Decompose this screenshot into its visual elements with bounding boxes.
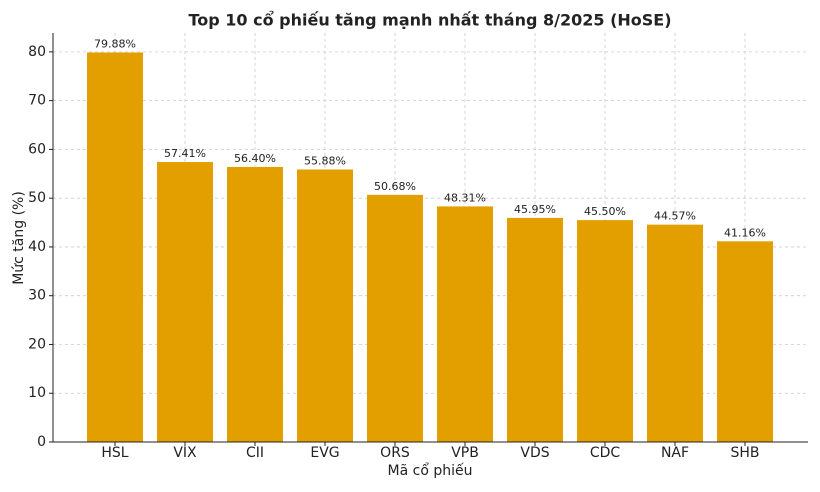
bar: [87, 52, 143, 442]
value-label: 55.88%: [304, 154, 346, 167]
y-tick-label: 70: [28, 93, 46, 109]
y-tick-label: 80: [28, 44, 46, 60]
y-tick-label: 20: [28, 336, 46, 352]
y-tick-label: 50: [28, 190, 46, 206]
value-label: 48.31%: [444, 191, 486, 204]
bar: [437, 206, 493, 442]
x-tick-label: VPB: [451, 445, 479, 461]
value-label: 50.68%: [374, 180, 416, 193]
x-axis-label: Mã cổ phiếu: [388, 462, 473, 479]
x-tick-label: VIX: [173, 445, 197, 461]
value-label: 44.57%: [654, 210, 696, 223]
value-label: 45.50%: [584, 205, 626, 218]
y-tick-label: 40: [28, 239, 46, 255]
bar: [717, 241, 773, 442]
value-label: 79.88%: [94, 37, 136, 50]
x-tick-label: EVG: [310, 445, 339, 461]
bar: [507, 217, 563, 442]
y-tick-label: 30: [28, 288, 46, 304]
chart-title: Top 10 cổ phiếu tăng mạnh nhất tháng 8/2…: [188, 11, 671, 30]
value-label: 56.40%: [234, 152, 276, 165]
y-axis-label: Mức tăng (%): [11, 191, 27, 285]
bar: [297, 169, 353, 442]
x-tick-label: SHB: [730, 445, 759, 461]
y-tick-label: 0: [37, 434, 46, 450]
bar: [227, 166, 283, 442]
bar: [577, 220, 633, 442]
bar: [157, 162, 213, 442]
x-tick-label: CDC: [590, 445, 621, 461]
y-tick-label: 10: [28, 385, 46, 401]
value-label: 57.41%: [164, 147, 206, 160]
x-tick-label: VDS: [520, 445, 549, 461]
x-tick-label: HSL: [101, 445, 128, 461]
value-label: 45.95%: [514, 203, 556, 216]
y-tick-label: 60: [28, 141, 46, 157]
x-tick-label: CII: [246, 445, 264, 461]
value-label: 41.16%: [724, 226, 766, 239]
bar: [367, 194, 423, 442]
x-tick-label: NAF: [661, 445, 689, 461]
x-tick-label: ORS: [380, 445, 410, 461]
bar: [647, 224, 703, 442]
